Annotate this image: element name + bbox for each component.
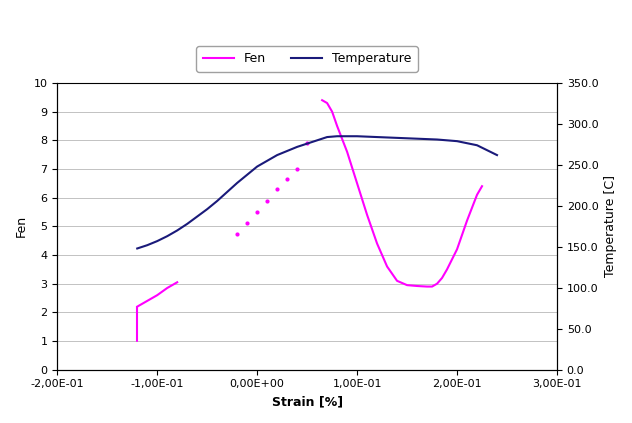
Y-axis label: Temperature [C]: Temperature [C] xyxy=(604,176,617,277)
Legend: Fen, Temperature: Fen, Temperature xyxy=(197,46,418,72)
X-axis label: Strain [%]: Strain [%] xyxy=(272,395,343,408)
Y-axis label: Fen: Fen xyxy=(15,215,28,237)
